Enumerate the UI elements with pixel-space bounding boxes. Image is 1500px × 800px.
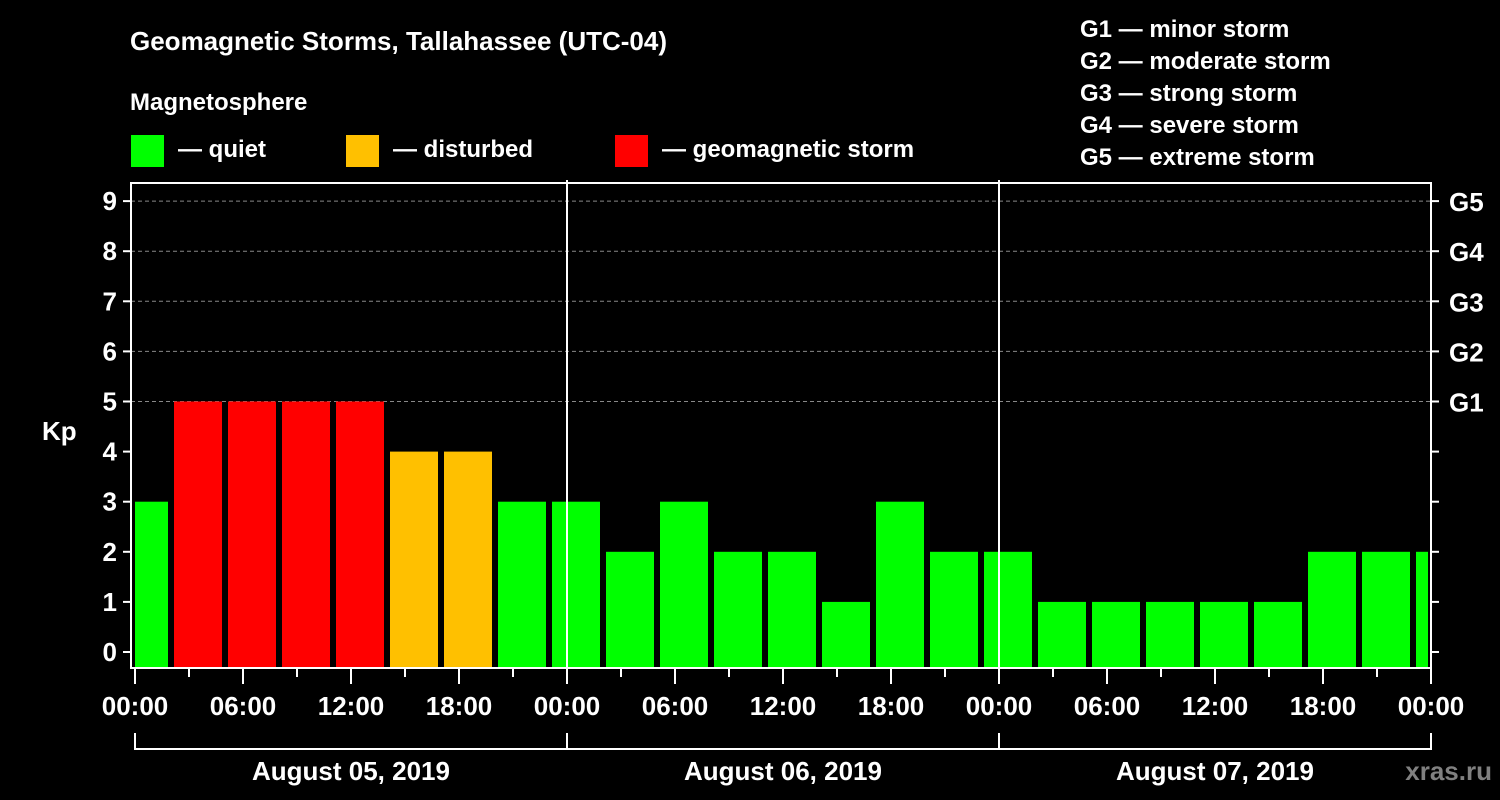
- x-tick-label: 00:00: [966, 691, 1033, 721]
- legend-swatch: [615, 135, 648, 167]
- y-tick-label: 1: [103, 587, 117, 617]
- kp-bar: [1362, 551, 1410, 668]
- legend: — quiet — disturbed — geomagnetic storm: [131, 135, 914, 167]
- legend-swatch: [131, 135, 164, 167]
- kp-bar: [984, 551, 1032, 668]
- x-tick-label: 18:00: [858, 691, 925, 721]
- x-tick-label: 12:00: [318, 691, 385, 721]
- x-tick-label: 06:00: [1074, 691, 1141, 721]
- kp-bar: [1092, 601, 1140, 668]
- storm-scale-item: G2 — moderate storm: [1080, 48, 1331, 75]
- kp-bar: [822, 601, 870, 668]
- kp-bar: [174, 401, 222, 668]
- x-tick-label: 12:00: [1182, 691, 1249, 721]
- y-tick-label: 3: [103, 487, 117, 517]
- storm-scale-legend: G1 — minor storm G2 — moderate storm G3 — …: [1080, 16, 1331, 171]
- kp-bar: [228, 401, 276, 668]
- kp-bar: [135, 501, 168, 668]
- x-tick-label: 00:00: [102, 691, 169, 721]
- axes: 0 1 2 3 4 5 6 7 8 9 G1 G2 G3 G4 G5 00:00 06:00 12:00 18:00…: [102, 180, 1484, 786]
- kp-bar: [552, 501, 600, 668]
- g-level-label: G3: [1449, 287, 1484, 317]
- chart-title: Geomagnetic Storms, Tallahassee (UTC-04): [130, 26, 667, 56]
- x-tick-label: 06:00: [642, 691, 709, 721]
- y-tick-label: 6: [103, 336, 117, 366]
- x-tick-label: 00:00: [534, 691, 601, 721]
- kp-bar: [1308, 551, 1356, 668]
- x-tick-label: 12:00: [750, 691, 817, 721]
- kp-bar: [498, 501, 546, 668]
- y-tick-label: 8: [103, 236, 117, 266]
- kp-bar: [606, 551, 654, 668]
- legend-swatch: [346, 135, 379, 167]
- y-tick-label: 0: [103, 637, 117, 667]
- kp-bar: [876, 501, 924, 668]
- y-axis-label: Kp: [42, 416, 77, 446]
- kp-bar: [1416, 551, 1428, 668]
- x-tick-label: 18:00: [426, 691, 493, 721]
- kp-bar: [1254, 601, 1302, 668]
- storm-scale-item: G1 — minor storm: [1080, 16, 1289, 43]
- grid: [131, 200, 1431, 402]
- kp-bar: [660, 501, 708, 668]
- watermark: xras.ru: [1405, 756, 1492, 786]
- g-level-label: G5: [1449, 187, 1484, 217]
- bars: [135, 401, 1428, 668]
- kp-bar: [444, 451, 492, 668]
- date-label: August 06, 2019: [684, 756, 882, 786]
- kp-bar: [336, 401, 384, 668]
- x-tick-label: 00:00: [1398, 691, 1465, 721]
- legend-label: — geomagnetic storm: [662, 136, 914, 163]
- storm-scale-item: G4 — severe storm: [1080, 112, 1299, 139]
- y-tick-label: 7: [103, 286, 117, 316]
- chart-subtitle: Magnetosphere: [130, 89, 307, 116]
- x-tick-label: 06:00: [210, 691, 277, 721]
- y-tick-label: 9: [103, 186, 117, 216]
- date-label: August 07, 2019: [1116, 756, 1314, 786]
- storm-scale-item: G3 — strong storm: [1080, 80, 1297, 107]
- y-tick-label: 5: [103, 387, 117, 417]
- x-tick-label: 18:00: [1290, 691, 1357, 721]
- plot-frame: [130, 182, 1432, 669]
- kp-bar: [768, 551, 816, 668]
- storm-scale-item: G5 — extreme storm: [1080, 144, 1315, 171]
- g-level-label: G1: [1449, 388, 1484, 418]
- g-level-label: G4: [1449, 237, 1484, 267]
- legend-label: — quiet: [178, 136, 266, 163]
- y-tick-label: 4: [103, 437, 118, 467]
- kp-bar: [390, 451, 438, 668]
- kp-bar: [930, 551, 978, 668]
- kp-bar: [1200, 601, 1248, 668]
- kp-bar: [282, 401, 330, 668]
- kp-bar: [714, 551, 762, 668]
- kp-bar: [1038, 601, 1086, 668]
- legend-label: — disturbed: [393, 136, 533, 163]
- g-level-label: G2: [1449, 337, 1484, 367]
- y-tick-label: 2: [103, 537, 117, 567]
- kp-bar: [1146, 601, 1194, 668]
- date-label: August 05, 2019: [252, 756, 450, 786]
